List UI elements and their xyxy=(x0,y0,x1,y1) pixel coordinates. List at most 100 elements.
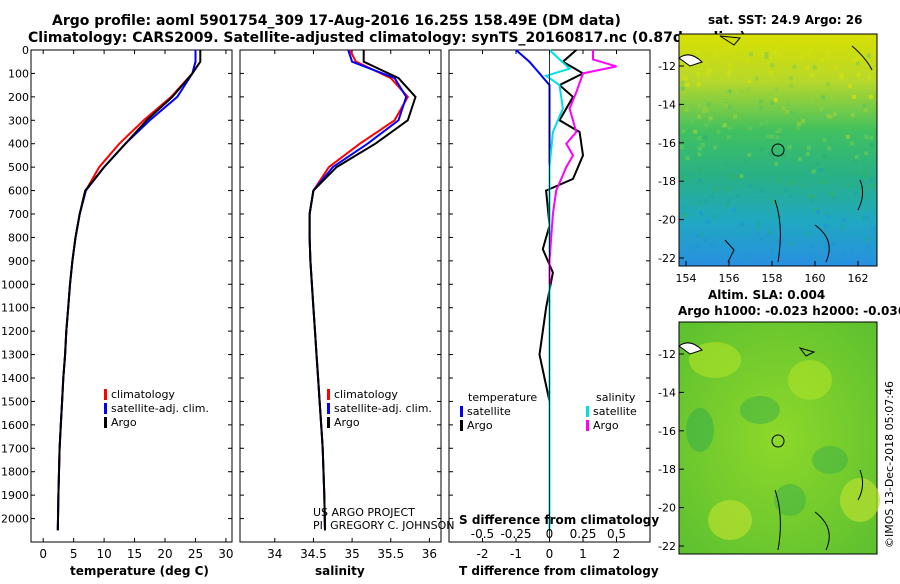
sst-pixel xyxy=(816,209,820,214)
sla-blob-2 xyxy=(788,360,832,400)
sst-pixel xyxy=(725,90,729,95)
sla-argo-location-marker xyxy=(771,434,785,448)
x-tick-label: 34 xyxy=(267,547,282,561)
sst-pixel xyxy=(740,222,745,227)
sst-pixel xyxy=(865,215,870,220)
x-tick-label: -2 xyxy=(477,547,489,561)
sst-pixel xyxy=(815,161,820,166)
depth-tick-label: 900 xyxy=(8,255,29,268)
x-tick-label: 10 xyxy=(96,547,111,561)
sst-pixel xyxy=(869,135,874,140)
depth-tick-label: 1000 xyxy=(1,278,29,291)
sst-pixel xyxy=(697,146,702,151)
sst-pixel xyxy=(815,256,820,261)
legend-swatch xyxy=(460,406,463,417)
sst-pixel xyxy=(713,187,718,192)
sst-pixel xyxy=(850,112,855,117)
salinity-panel xyxy=(239,49,442,543)
depth-axis: 0 100 200 300 400 500 600 700 800 900 1000 1100 1200… xyxy=(1,44,650,526)
s-difference-xlabel: S difference from climatology xyxy=(459,513,659,527)
sst-pixel xyxy=(764,120,769,125)
legend-label: Argo xyxy=(593,419,619,432)
legend-swatch xyxy=(104,403,107,414)
depth-tick-label: 300 xyxy=(8,114,29,127)
map-y-tick-label: -22 xyxy=(658,540,676,553)
sst-pixel xyxy=(689,118,694,123)
sst-pixel xyxy=(766,134,771,139)
sst-pixel xyxy=(738,41,743,46)
x-tick-label: -1 xyxy=(510,547,522,561)
sst-pixel xyxy=(725,186,730,191)
map-y-tick-label: -14 xyxy=(658,386,676,399)
sst-pixel xyxy=(864,151,869,156)
depth-tick-label: 600 xyxy=(8,185,29,198)
sst-pixel xyxy=(707,68,712,73)
sst-pixel xyxy=(854,155,859,160)
sla-island-1 xyxy=(678,342,703,355)
sst-pixel xyxy=(866,53,871,58)
sla-map xyxy=(678,321,880,555)
sst-pixel xyxy=(696,82,701,87)
sst-pixel xyxy=(685,156,690,161)
sla-island-3 xyxy=(857,469,864,501)
sst-pixel xyxy=(791,180,796,184)
sst-pixel xyxy=(775,135,780,140)
pi-credit: PI: GREGORY C. JOHNSON xyxy=(313,519,454,532)
sst-pixel xyxy=(705,219,710,224)
sst-pixel xyxy=(822,138,827,143)
sst-pixel xyxy=(870,178,875,183)
sst-pixel xyxy=(739,174,744,179)
sst-pixel xyxy=(706,72,711,77)
x-tick-label: 36 xyxy=(422,547,437,561)
x-tick-label: 5 xyxy=(70,547,78,561)
sst-pixel xyxy=(698,168,703,173)
sla-blob-7 xyxy=(812,446,848,474)
sst-pixel xyxy=(748,126,753,131)
sst-pixel xyxy=(746,255,751,260)
x-tick-label: 35 xyxy=(344,547,359,561)
sst-pixel xyxy=(759,105,764,110)
sst-pixel xyxy=(809,98,813,103)
sst-pixel xyxy=(862,169,867,174)
sst-pixel xyxy=(797,121,802,126)
map-x-tick-label: 162 xyxy=(848,272,869,285)
sst-pixel xyxy=(867,75,872,80)
sst-pixel xyxy=(864,134,869,139)
sst-pixel xyxy=(764,55,769,60)
sla-blob-1 xyxy=(689,342,741,378)
sst-island-5 xyxy=(774,199,781,263)
legend-label: satellite-adj. clim. xyxy=(334,402,432,415)
sst-pixel xyxy=(703,61,708,66)
sst-pixel xyxy=(754,76,759,81)
sst-pixel xyxy=(748,183,753,188)
sst-pixel xyxy=(757,221,762,226)
sst-pixel xyxy=(788,194,793,199)
sst-pixel xyxy=(770,101,775,105)
sst-pixel xyxy=(733,114,737,119)
sst-argo-location-marker xyxy=(771,143,785,157)
s-tick-label: -0.5 xyxy=(471,527,494,541)
sst-pixel xyxy=(681,129,686,134)
sst-pixel xyxy=(745,58,750,63)
depth-tick-label: 1700 xyxy=(1,442,29,455)
sla-blob-3 xyxy=(686,408,714,452)
sst-island-4 xyxy=(857,179,864,211)
sla-map-title-1: Altim. SLA: 0.004 xyxy=(708,288,825,302)
sst-pixel xyxy=(722,123,727,128)
sst-pixel xyxy=(695,50,700,55)
sst-pixel xyxy=(776,178,781,182)
sst-pixel xyxy=(871,226,875,231)
depth-tick-label: 1900 xyxy=(1,489,29,502)
sst-pixel xyxy=(850,249,855,254)
sst-pixel xyxy=(825,166,830,171)
sst-pixel xyxy=(853,160,857,165)
s-tick-label: 0.5 xyxy=(607,527,626,541)
sst-pixel xyxy=(830,98,835,103)
sst-pixel xyxy=(703,135,708,140)
x-tick-label: 35.5 xyxy=(377,547,404,561)
sst-pixel xyxy=(743,41,748,46)
sst-pixel xyxy=(788,76,793,81)
sst-pixel xyxy=(746,87,751,92)
sst-pixel xyxy=(696,71,701,76)
series-line-argo xyxy=(56,50,202,531)
